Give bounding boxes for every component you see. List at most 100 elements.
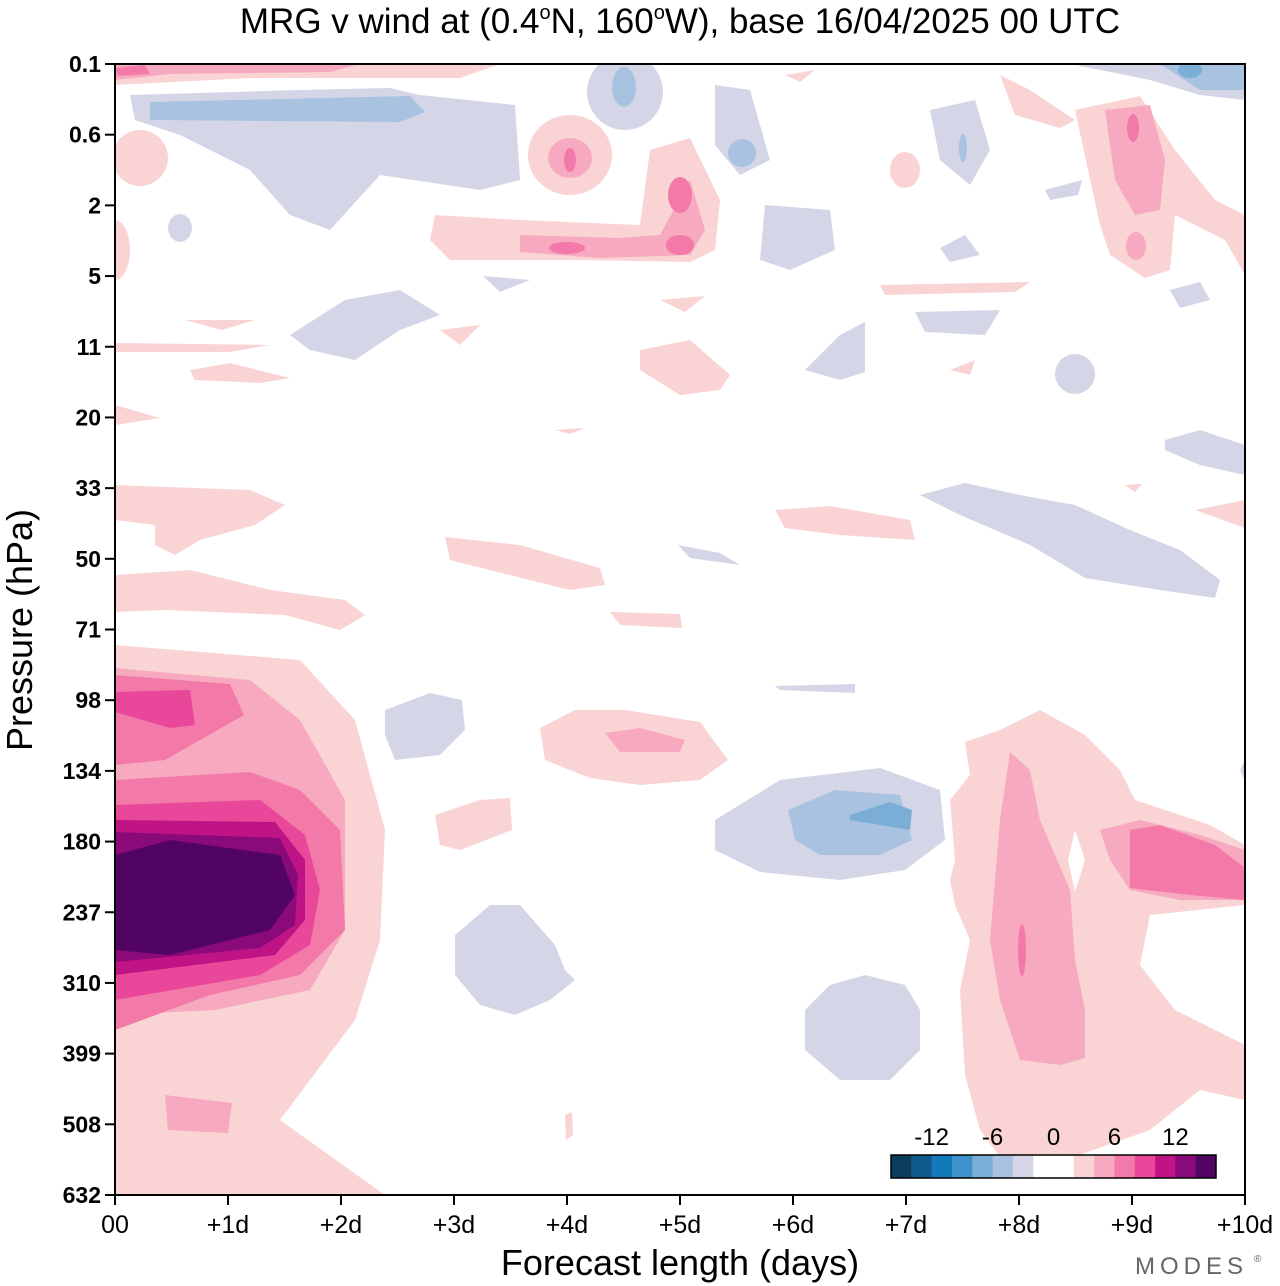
contour-region [115,690,195,728]
contour-region [1105,105,1165,215]
colorbar-swatch [911,1155,932,1178]
colorbar-swatch [992,1155,1014,1178]
contour-region [564,148,576,172]
colorbar-swatch [1033,1155,1054,1178]
y-tick-label: 632 [63,1182,101,1208]
contour-region [483,276,530,292]
y-tick-label: 71 [75,617,101,643]
x-axis: 00 +1d +2d +3d +4d +5d +6d +7d +8d +9d +10d [101,1195,1273,1239]
x-tick-label: +5d [659,1211,701,1239]
contour-region [612,67,636,107]
contour-region [455,905,575,1015]
y-tick-label: 5 [88,263,101,289]
contour-region [1055,354,1095,394]
colorbar-tick-label: 0 [1047,1124,1060,1151]
contour-region [1126,232,1146,260]
contour-region [115,65,150,76]
y-tick-label: 50 [75,546,101,572]
contour-region [775,684,855,693]
contour-region [130,88,520,230]
contour-region [115,220,130,280]
contour-region [165,1095,232,1133]
contour-region [959,134,967,162]
contour-region [190,363,290,383]
x-tick-label: +1d [207,1211,249,1239]
y-tick-label: 20 [75,404,101,430]
contour-region [1165,430,1245,475]
contour-region [990,752,1085,1065]
contour-region [115,570,365,630]
contour-region [1018,924,1026,976]
contour-region [168,214,192,242]
contour-region [565,1112,573,1140]
x-tick-label: +4d [546,1211,588,1239]
y-tick-label: 98 [75,687,101,713]
contour-region [850,802,912,830]
x-tick-label: +8d [998,1211,1040,1239]
chart-title: MRG v wind at (0.4oN, 160oW), base 16/04… [240,2,1120,41]
contour-region [640,340,730,395]
x-tick-label: +7d [885,1211,927,1239]
contour-region [785,70,815,82]
x-tick-label: 00 [101,1211,129,1239]
contour-layer [115,64,1245,1195]
colorbar-swatch [1053,1155,1075,1178]
colorbar-swatch [1114,1155,1136,1178]
y-tick-label: 33 [75,475,101,501]
contour-region [678,545,740,565]
x-tick-label: +9d [1111,1211,1153,1239]
colorbar-swatch [1155,1155,1176,1178]
y-tick-label: 508 [63,1111,102,1137]
y-tick-label: 11 [77,334,102,360]
x-tick-label: +3d [433,1211,475,1239]
y-tick-label: 237 [63,899,101,925]
contour-region [549,242,585,254]
colorbar-swatch [1195,1155,1217,1178]
y-tick-label: 399 [63,1041,101,1067]
colorbar-tick-label: -12 [914,1124,949,1151]
x-tick-label: +2d [320,1211,362,1239]
y-tick-label: 180 [63,829,101,855]
x-tick-label: +10d [1217,1211,1273,1239]
contour-region [555,428,585,434]
colorbar-swatch [1175,1155,1196,1178]
contour-region [115,130,168,186]
contour-region [1240,760,1245,782]
colorbar-frame [890,1154,1217,1179]
y-tick-label: 2 [88,192,101,218]
contour-region [150,96,425,122]
contour-region [1178,64,1202,78]
colorbar-tick-label: 12 [1162,1124,1189,1151]
contour-region [385,693,465,760]
contour-region [605,728,685,752]
contour-region [760,205,835,270]
contour-region [805,322,865,380]
contour-region [1045,180,1082,200]
contour-region [940,235,980,262]
brand-registered-mark: ® [1254,1254,1262,1265]
y-tick-label: 0.6 [69,122,101,148]
contour-region [1127,114,1139,142]
brand-logo: MODES [1135,1253,1248,1280]
contour-region [668,177,692,213]
contour-region [445,537,605,590]
contour-region [1170,282,1210,308]
contour-region [920,483,1220,598]
contour-region [890,152,920,188]
contour-region [775,506,915,540]
contour-region [435,798,512,850]
contour-region [728,139,756,167]
contour-region [880,282,1030,295]
x-tick-label: +6d [772,1211,814,1239]
contour-region [1130,825,1245,900]
contour-region [115,485,285,555]
colorbar-swatch [951,1155,973,1178]
colorbar-swatch [1073,1155,1095,1178]
contour-region [115,405,160,425]
plot-area [114,63,1246,1196]
contour-region [666,235,694,255]
y-axis-label: Pressure (hPa) [0,509,40,751]
colorbar-swatch [1094,1155,1115,1178]
contour-region [610,612,682,628]
